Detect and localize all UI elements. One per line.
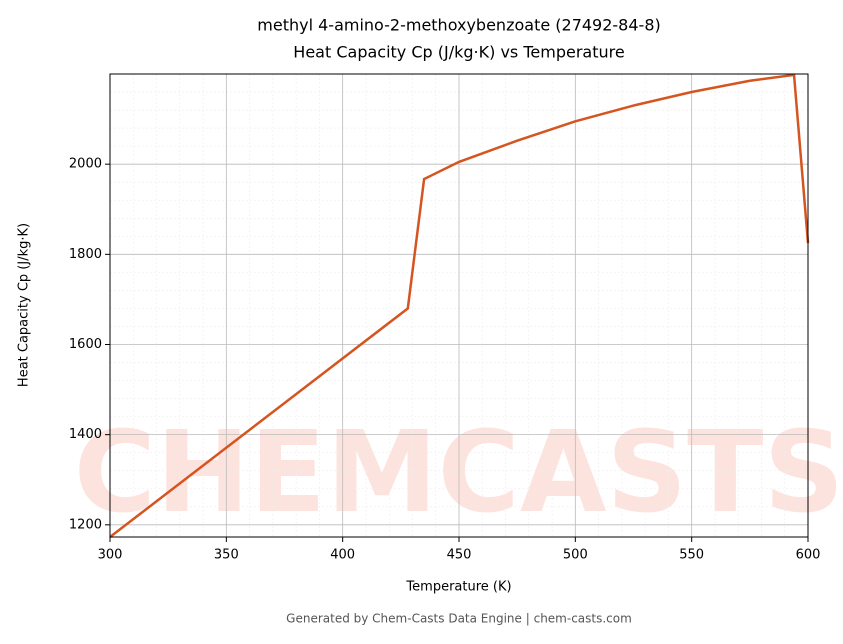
y-tick-label: 2000 bbox=[69, 157, 102, 172]
y-tick-label: 1600 bbox=[69, 337, 102, 352]
x-tick-label: 350 bbox=[214, 548, 239, 563]
watermark: CHEMCASTS bbox=[74, 408, 843, 538]
y-tick-label: 1400 bbox=[69, 427, 102, 442]
y-axis-label: Heat Capacity Cp (J/kg·K) bbox=[17, 223, 32, 387]
footer: Generated by Chem-Casts Data Engine | ch… bbox=[286, 612, 632, 626]
y-tick-label: 1800 bbox=[69, 247, 102, 262]
x-tick-label: 450 bbox=[447, 548, 472, 563]
plot-frame bbox=[109, 73, 809, 538]
chart-subtitle: Heat Capacity Cp (J/kg·K) vs Temperature bbox=[293, 43, 624, 62]
chart-title: methyl 4-amino-2-methoxybenzoate (27492-… bbox=[257, 16, 660, 35]
x-tick-label: 550 bbox=[679, 548, 704, 563]
x-tick-label: 600 bbox=[796, 548, 821, 563]
x-tick-label: 400 bbox=[330, 548, 355, 563]
x-axis-label: Temperature (K) bbox=[405, 580, 511, 595]
y-tick-label: 1200 bbox=[69, 517, 102, 532]
x-tick-label: 300 bbox=[98, 548, 123, 563]
x-tick-label: 500 bbox=[563, 548, 588, 563]
data-line bbox=[109, 73, 810, 538]
